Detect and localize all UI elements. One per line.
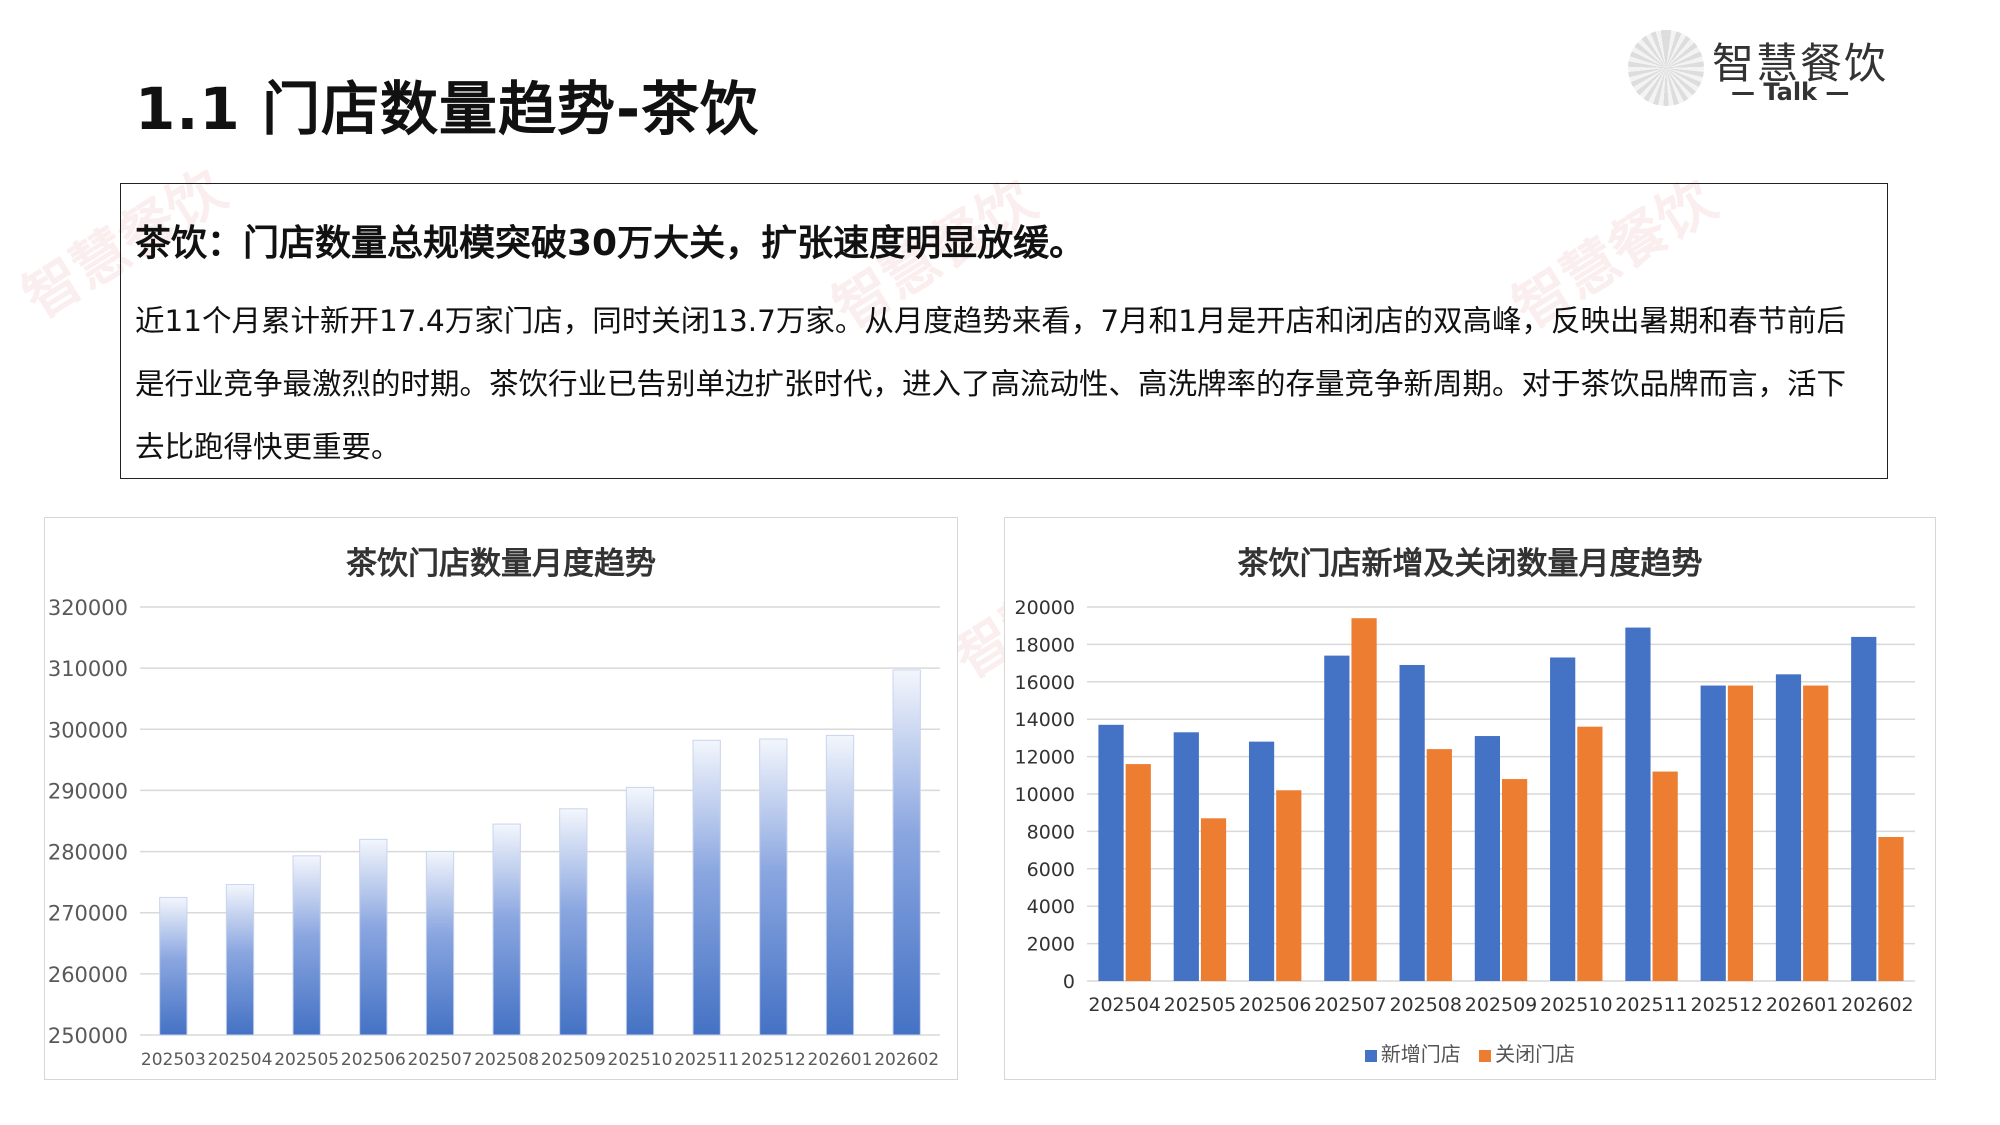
y-tick-label: 2000 bbox=[1027, 934, 1075, 956]
y-tick-label: 18000 bbox=[1015, 634, 1075, 656]
x-tick-label: 202512 bbox=[1691, 994, 1764, 1016]
legend-label: 新增门店 bbox=[1380, 1042, 1461, 1066]
x-tick-label: 202504 bbox=[1088, 994, 1161, 1016]
logo-emblem-icon bbox=[1628, 30, 1704, 106]
x-tick-label: 202509 bbox=[541, 1050, 606, 1070]
y-tick-label: 20000 bbox=[1015, 597, 1075, 619]
bar-new-stores bbox=[1399, 664, 1425, 981]
y-tick-label: 300000 bbox=[48, 718, 128, 742]
summary-body: 近11个月累计新开17.4万家门店，同时关闭13.7万家。从月度趋势来看，7月和… bbox=[135, 304, 1847, 464]
y-tick-label: 260000 bbox=[48, 963, 128, 987]
bar-new-stores bbox=[1550, 657, 1576, 981]
x-tick-label: 202602 bbox=[1841, 994, 1914, 1016]
bar-closed-stores bbox=[1652, 771, 1678, 981]
legend-item-close: 关闭门店 bbox=[1479, 1042, 1575, 1066]
store-count-chart: 250000 260000 270000 280000 290000 300000 3100… bbox=[48, 596, 940, 1070]
summary-heading: 茶饮：门店数量总规模突破30万大关，扩张速度明显放缓。 bbox=[135, 223, 1086, 264]
bar-closed-stores bbox=[1878, 837, 1904, 981]
bar bbox=[825, 734, 855, 1036]
bar-new-stores bbox=[1775, 674, 1802, 981]
bar-closed-stores bbox=[1577, 726, 1603, 981]
x-tick-label: 202507 bbox=[1314, 994, 1387, 1016]
bar-closed-stores bbox=[1125, 764, 1151, 981]
bar bbox=[159, 896, 188, 1036]
bar-new-stores bbox=[1851, 636, 1877, 981]
bar bbox=[692, 739, 721, 1036]
x-tick-label: 202509 bbox=[1465, 994, 1538, 1016]
y-tick-label: 10000 bbox=[1015, 784, 1075, 806]
x-tick-label: 202506 bbox=[1239, 994, 1312, 1016]
page-title: 1.1 门店数量趋势-茶饮 bbox=[135, 75, 760, 143]
logo-text-cn: 智慧餐饮 bbox=[1712, 39, 1889, 88]
y-tick-label: 310000 bbox=[48, 657, 128, 681]
store-count-chart-panel: 茶饮门店数量月度趋势 250000 260000 270000 280000 29000… bbox=[44, 517, 958, 1080]
bar-closed-stores bbox=[1351, 618, 1377, 981]
x-tick-label: 202507 bbox=[408, 1050, 473, 1070]
x-tick-label: 202511 bbox=[1615, 994, 1688, 1016]
bar-new-stores bbox=[1625, 627, 1651, 981]
y-tick-label: 290000 bbox=[48, 779, 128, 803]
chart-title: 茶饮门店新增及关闭数量月度趋势 bbox=[1237, 546, 1703, 582]
legend-label: 关闭门店 bbox=[1495, 1042, 1576, 1066]
x-tick-label: 202510 bbox=[1540, 994, 1613, 1016]
bar bbox=[492, 823, 521, 1036]
x-tick-label: 202503 bbox=[141, 1050, 206, 1070]
bar-closed-stores bbox=[1803, 685, 1829, 981]
open-close-chart: 0 2000 4000 6000 8000 10000 12000 14000 16000 180… bbox=[1015, 597, 1915, 1016]
summary-box: 茶饮：门店数量总规模突破30万大关，扩张速度明显放缓。 近11个月累计新开17.… bbox=[120, 183, 1888, 479]
bar-closed-stores bbox=[1502, 779, 1528, 981]
bar-closed-stores bbox=[1426, 749, 1452, 981]
logo-text-en: — Talk — bbox=[1731, 78, 1850, 106]
x-tick-label: 202505 bbox=[274, 1050, 339, 1070]
y-tick-label: 0 bbox=[1063, 971, 1075, 993]
bar-new-stores bbox=[1098, 724, 1124, 981]
x-tick-label: 202508 bbox=[1389, 994, 1462, 1016]
y-tick-label: 12000 bbox=[1015, 747, 1075, 769]
y-tick-label: 270000 bbox=[48, 902, 128, 926]
brand-logo: 智慧餐饮 — Talk — bbox=[1628, 28, 1886, 110]
x-tick-label: 202506 bbox=[341, 1050, 406, 1070]
x-tick-label: 202505 bbox=[1164, 994, 1237, 1016]
x-tick-label: 202511 bbox=[674, 1050, 739, 1070]
legend-swatch bbox=[1364, 1050, 1377, 1062]
x-tick-label: 202601 bbox=[1766, 994, 1839, 1016]
legend-item-open: 新增门店 bbox=[1364, 1042, 1461, 1066]
bar bbox=[359, 838, 388, 1036]
bar bbox=[292, 855, 321, 1036]
bar bbox=[225, 884, 255, 1036]
y-tick-label: 280000 bbox=[48, 841, 128, 865]
x-tick-label: 202510 bbox=[608, 1050, 673, 1070]
bar-closed-stores bbox=[1276, 790, 1302, 981]
bar-new-stores bbox=[1173, 732, 1199, 981]
legend-swatch bbox=[1479, 1050, 1492, 1062]
bar bbox=[892, 669, 921, 1036]
open-close-chart-panel: 茶饮门店新增及关闭数量月度趋势 0 2000 4000 6000 8000 10000 12… bbox=[1004, 517, 1936, 1080]
bar bbox=[425, 851, 455, 1036]
chart-legend: 新增门店 关闭门店 bbox=[1005, 1038, 1935, 1067]
y-tick-label: 250000 bbox=[48, 1024, 128, 1048]
bar bbox=[625, 786, 655, 1036]
bar-closed-stores bbox=[1200, 818, 1227, 981]
y-tick-label: 14000 bbox=[1015, 709, 1075, 731]
x-tick-label: 202602 bbox=[874, 1050, 939, 1070]
bar bbox=[559, 808, 588, 1036]
y-tick-label: 8000 bbox=[1027, 821, 1075, 843]
chart-title: 茶饮门店数量月度趋势 bbox=[346, 546, 656, 582]
bar bbox=[759, 738, 788, 1036]
bar-new-stores bbox=[1474, 736, 1500, 981]
bar-new-stores bbox=[1700, 685, 1726, 981]
bar-new-stores bbox=[1324, 655, 1350, 981]
x-tick-label: 202512 bbox=[741, 1050, 806, 1070]
y-tick-label: 16000 bbox=[1015, 672, 1075, 694]
y-tick-label: 6000 bbox=[1027, 859, 1075, 881]
y-tick-label: 320000 bbox=[48, 596, 128, 620]
x-tick-label: 202504 bbox=[208, 1050, 273, 1070]
bar-new-stores bbox=[1248, 741, 1275, 981]
bar-closed-stores bbox=[1727, 685, 1754, 981]
y-tick-label: 4000 bbox=[1027, 896, 1075, 918]
x-tick-label: 202601 bbox=[808, 1050, 873, 1070]
x-tick-label: 202508 bbox=[474, 1050, 539, 1070]
